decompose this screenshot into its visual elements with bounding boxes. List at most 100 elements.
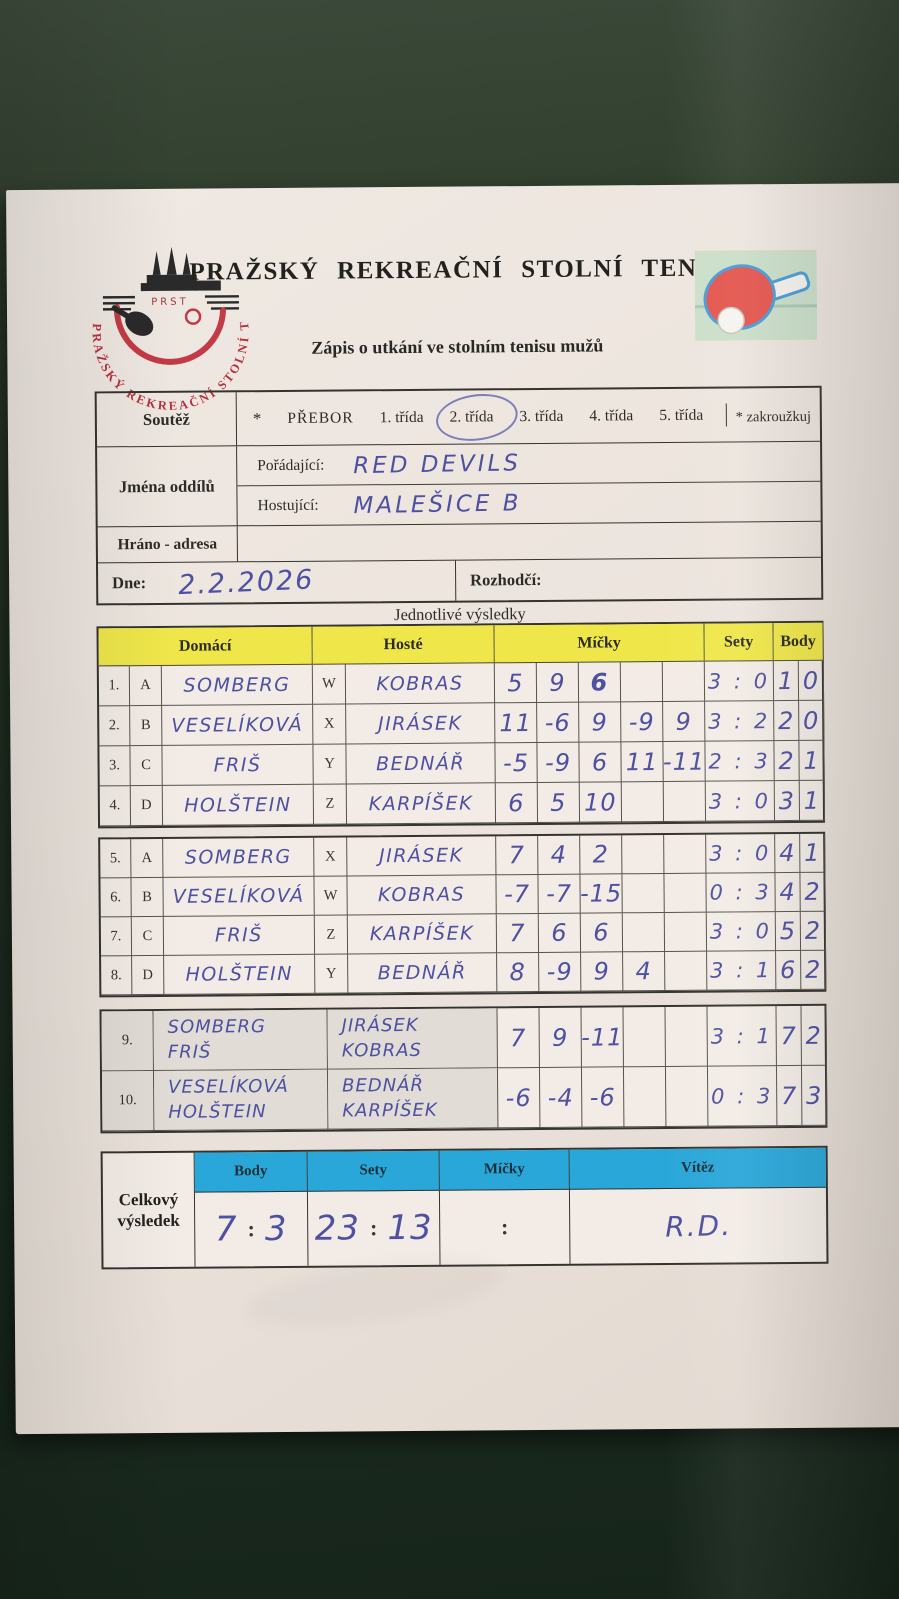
match-number: 1. [98,666,131,707]
game-2: 9 [539,1007,582,1068]
date-value: 2.2.2026 [177,563,315,601]
game-4 [622,873,665,914]
game-4 [623,1066,667,1128]
venue-row: Hráno - adresa [97,521,821,564]
points-away: 1 [800,833,826,873]
col-header-domaci: Domácí [98,626,313,667]
game-2: -6 [537,702,580,743]
game-2: -9 [539,952,582,992]
castle-icon [140,246,221,292]
game-1: -7 [496,874,539,915]
summary-header-vitez: Vítěz [569,1147,826,1190]
points-away: 2 [801,1005,827,1066]
points-away: 1 [799,780,826,821]
home-letter: C [130,745,163,787]
date-label: Dne: [112,573,147,593]
doubles-table: 9. SOMBERG FRIŠ JIRÁSEK KOBRAS 7 9 -11 3… [99,1003,828,1134]
away-player: BEDNÁŘ [346,743,496,785]
game-5 [665,951,708,991]
total-balls: : [439,1189,571,1265]
option-3-trida: 3. třída [519,407,564,425]
home-pair: SOMBERG FRIŠ [153,1009,328,1071]
game-1: 7 [496,913,540,954]
away-player: KOBRAS [345,663,496,705]
col-header-hoste: Hosté [312,625,495,665]
points-away: 0 [798,660,825,701]
summary-header-sety: Sety [307,1150,440,1192]
summary-header-micky: Míčky [439,1149,570,1191]
game-1: 5 [494,662,538,704]
total-sets: 23 : 13 [307,1190,441,1266]
home-letter: D [132,955,165,996]
game-5 [664,834,707,874]
game-2: -7 [538,874,581,914]
away-letter: X [313,704,347,745]
team-names-row: Jména oddílů Pořádající: RED DEVILS Host… [97,441,821,528]
referee-label: Rozhodčí: [470,569,542,590]
game-1: -5 [495,742,538,784]
points-home: 4 [775,833,801,874]
points-home: 4 [775,872,801,913]
sets-score: 3 : 2 [705,701,775,742]
venue-label: Hráno - adresa [97,526,238,563]
match-number: 10. [101,1070,155,1132]
home-letter: A [131,838,164,879]
home-player: SOMBERG [163,837,315,878]
col-header-micky: Míčky [494,623,705,664]
venue-value-empty [238,522,821,562]
total-points: 7 : 3 [194,1191,309,1267]
team-names-label: Jména oddílů [97,446,238,527]
home-letter: A [129,665,163,707]
game-5 [664,873,707,913]
game-3: 9 [581,952,624,992]
points-away: 1 [799,740,825,781]
logo-arc [113,304,227,365]
game-4 [620,661,664,703]
match-number: 4. [99,786,132,827]
away-team-row: Hostující: MALEŠICE B [237,482,820,526]
points-home: 1 [773,660,800,702]
points-away: 2 [801,950,827,990]
away-letter: W [314,876,348,916]
game-5 [662,661,706,702]
away-letter: Y [313,744,347,785]
game-3: -15 [580,874,623,914]
match-number: 6. [100,878,132,918]
game-3: 10 [579,782,623,823]
game-4: 11 [621,741,664,783]
page-title: PRAŽSKÝ REKREAČNÍ STOLNÍ TENIS [189,254,725,286]
home-player: HOLŠTEIN [164,954,316,995]
match-number: 9. [101,1010,154,1072]
col-header-body: Body [773,622,824,662]
game-1: 6 [495,782,539,824]
option-4-trida: 4. třída [589,406,634,425]
points-away: 3 [801,1065,828,1126]
home-pair: VESELÍKOVÁ HOLŠTEIN [153,1069,329,1131]
game-2: -4 [539,1067,583,1128]
zakrouzkuj-note: * zakroužkuj [725,402,820,427]
game-4 [621,781,665,823]
circle-annotation [432,388,521,446]
game-5: -11 [663,741,706,782]
game-3: 2 [580,835,623,875]
home-letter: C [131,916,165,957]
home-player: VESELÍKOVÁ [162,704,314,746]
game-5: 9 [663,701,706,742]
game-1: 8 [497,952,540,993]
home-letter: B [131,877,164,918]
results-table-2: 5. A SOMBERG X JIRÁSEK 7 4 2 3 : 0 4 1 6… [98,831,827,998]
game-3: 6 [580,913,624,953]
paddle-illustration [694,249,818,341]
sets-score: 0 : 3 [706,873,776,913]
match-info-table: Soutěž * PŘEBOR 1. třída 2. třída 3. tří… [94,385,824,606]
logo-ball-icon [184,308,202,325]
home-player: FRIŠ [163,915,316,956]
away-player: BEDNÁŘ [348,953,498,994]
away-player: KOBRAS [347,875,497,916]
away-player: JIRÁSEK [346,703,496,745]
away-letter: Y [315,954,349,994]
game-2: -9 [537,742,580,783]
away-letter: W [312,664,347,705]
game-2: 9 [536,662,580,703]
game-5 [664,912,708,952]
